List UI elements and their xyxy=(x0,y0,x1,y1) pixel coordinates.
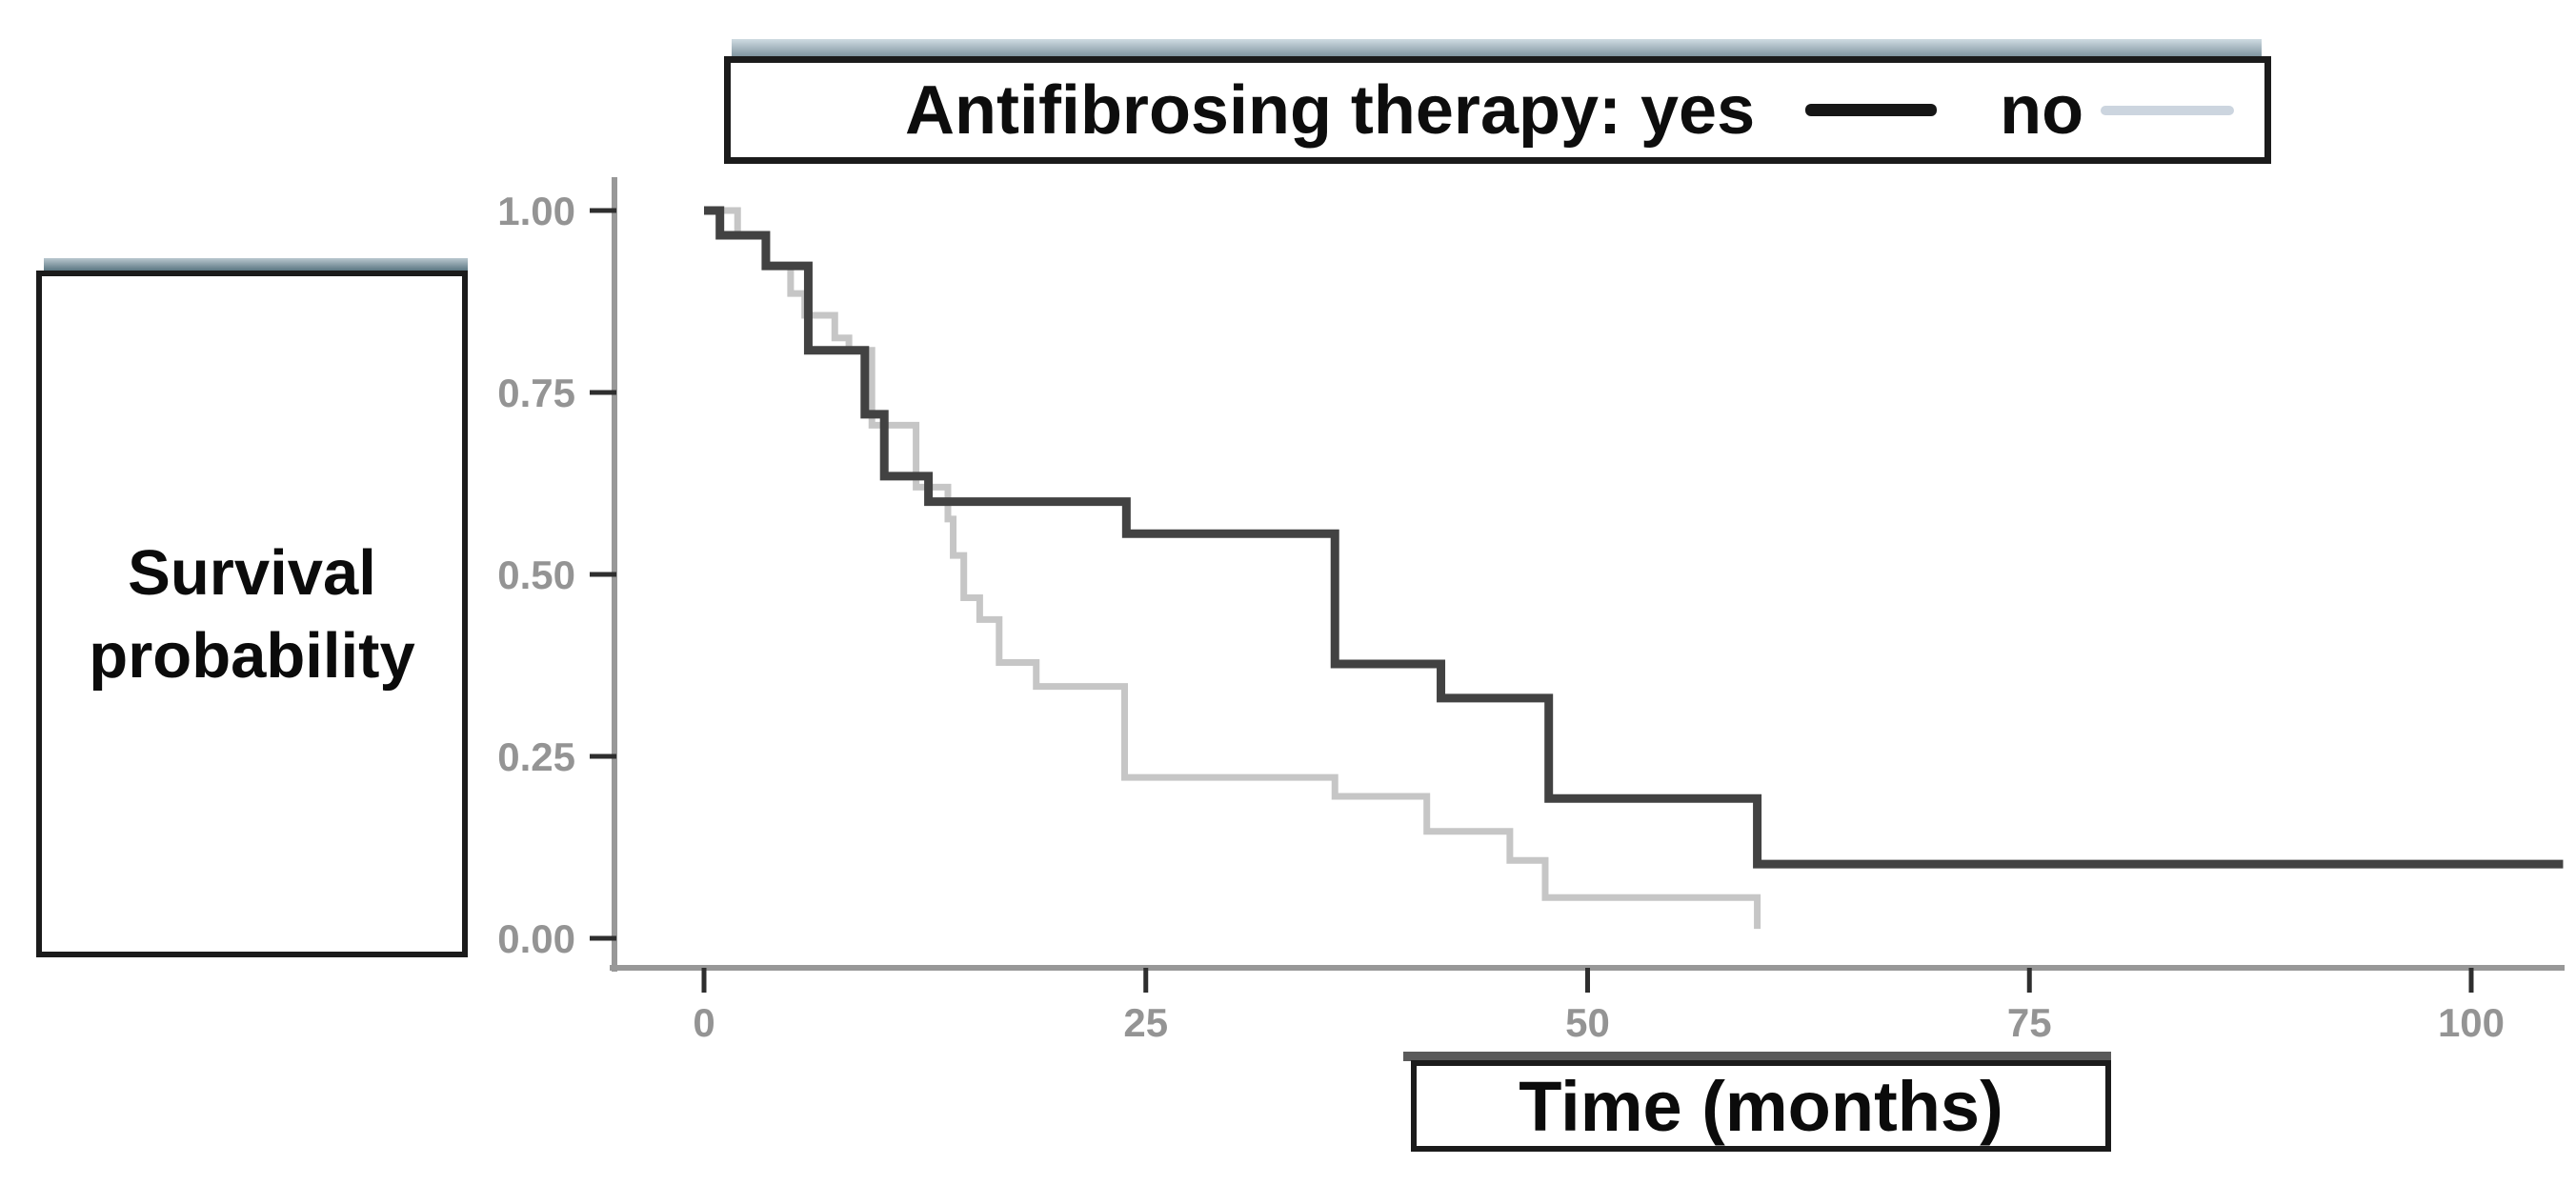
legend: Antifibrosing therapy: yes no xyxy=(731,63,2264,157)
x-tick-label: 100 xyxy=(2438,1000,2505,1045)
legend-box xyxy=(724,56,2271,164)
x-axis-label-box: Time (months) xyxy=(1411,1060,2111,1152)
x-tick-label: 75 xyxy=(2007,1000,2052,1045)
y-axis-label-box: Survival probability xyxy=(36,271,468,957)
y-tick-label: 0.25 xyxy=(497,734,575,779)
legend-line-sample-no xyxy=(2101,105,2235,115)
ylabel-box-shadow xyxy=(44,258,468,271)
legend-box-shadow xyxy=(732,39,2262,57)
y-tick-label: 0.50 xyxy=(497,552,575,597)
y-axis-label-line1: Survival xyxy=(128,536,376,609)
legend-label-no: no xyxy=(2000,71,2084,149)
y-tick-label: 0.00 xyxy=(497,916,575,961)
xlabel-box-shadow xyxy=(1403,1052,2111,1061)
legend-line-sample-yes xyxy=(1805,104,1938,116)
y-tick-label: 1.00 xyxy=(497,189,575,233)
y-tick-label: 0.75 xyxy=(497,371,575,415)
legend-title: Antifibrosing therapy: yes xyxy=(905,71,1756,149)
survival-curve-yes xyxy=(704,206,2564,869)
x-tick-label: 25 xyxy=(1123,1000,1168,1045)
survival-curve-no xyxy=(704,207,1761,930)
x-axis-label: Time (months) xyxy=(1519,1066,2003,1146)
x-tick-label: 0 xyxy=(693,1000,714,1045)
x-tick-label: 50 xyxy=(1565,1000,1610,1045)
y-axis-label-line2: probability xyxy=(89,619,415,692)
